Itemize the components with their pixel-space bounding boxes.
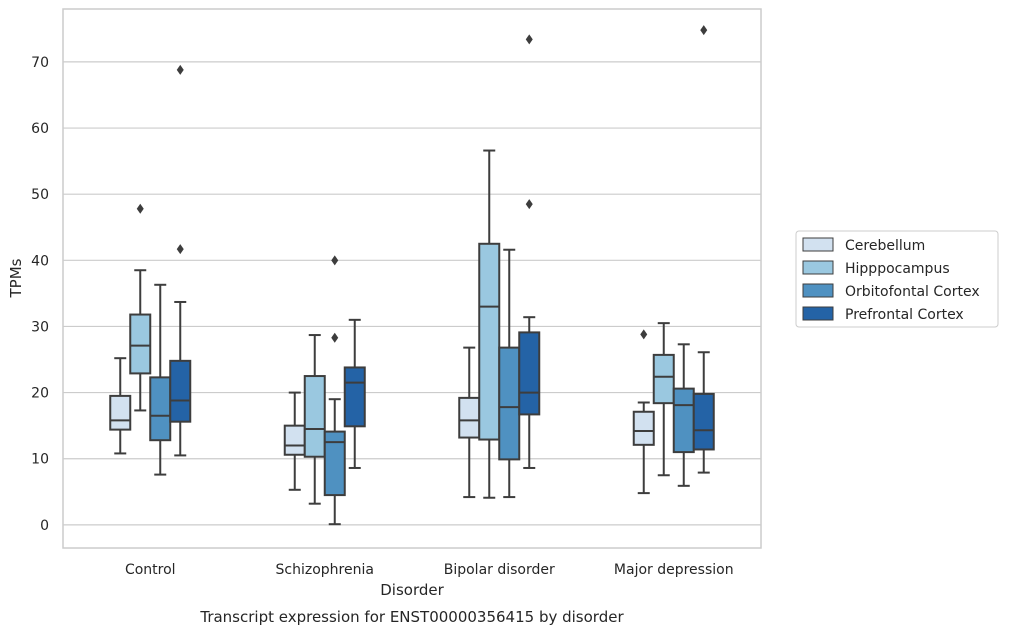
box-iqr	[303, 375, 326, 458]
y-tick-label-10: 10	[31, 452, 49, 468]
box-2-2	[498, 248, 521, 499]
legend-swatch-1	[802, 260, 834, 275]
box-iqr	[692, 392, 715, 451]
box-iqr	[169, 359, 192, 423]
x-tick-label-2: Bipolar disorder	[444, 562, 555, 578]
y-tick-label-40: 40	[31, 253, 49, 269]
box-plot-series	[109, 25, 715, 526]
legend-swatch-0	[802, 237, 834, 252]
outlier-point	[331, 332, 339, 343]
y-tick-label-70: 70	[31, 55, 49, 71]
y-tick-label-20: 20	[31, 386, 49, 402]
legend-label-3: Prefrontal Cortex	[845, 307, 964, 323]
box-2-1	[478, 149, 501, 499]
box-2-3	[518, 34, 541, 469]
box-3-1	[652, 322, 675, 477]
box-iqr	[283, 424, 306, 456]
box-iqr	[458, 396, 481, 439]
outlier-point	[700, 25, 708, 36]
y-tick-label-50: 50	[31, 187, 49, 203]
outlier-point	[136, 203, 144, 214]
plot-frame	[62, 8, 762, 549]
box-3-0	[632, 329, 655, 495]
box-1-3	[343, 318, 366, 469]
legend-items: Cerebellum Hipppocampus Orbitofontal Corte…	[802, 237, 980, 323]
box-0-3	[169, 64, 192, 457]
box-0-1	[129, 203, 152, 412]
outlier-point	[176, 64, 184, 75]
y-tick-label-30: 30	[31, 319, 49, 335]
outlier-point	[176, 244, 184, 255]
grid-lines	[63, 61, 761, 526]
x-axis-tick-labels: Control Schizophrenia Bipolar disorder Majo…	[125, 562, 734, 578]
box-1-2	[323, 255, 346, 526]
box-iqr	[149, 376, 172, 442]
legend: Cerebellum Hipppocampus Orbitofontal Corte…	[795, 230, 999, 328]
legend-label-2: Orbitofontal Cortex	[845, 284, 980, 300]
box-iqr	[323, 430, 346, 497]
y-axis-title: TPMs	[7, 258, 25, 298]
box-iqr	[632, 410, 655, 446]
y-tick-label-60: 60	[31, 121, 49, 137]
outlier-point	[525, 199, 533, 210]
box-iqr	[518, 331, 541, 416]
x-tick-label-3: Major depression	[614, 562, 734, 578]
chart-caption: Transcript expression for ENST0000035641…	[199, 608, 624, 626]
y-axis-tick-labels: 0 10 20 30 40 50 60 70	[31, 55, 49, 534]
box-iqr	[478, 242, 501, 441]
legend-label-1: Hipppocampus	[845, 261, 950, 277]
box-1-0	[283, 391, 306, 491]
legend-swatch-2	[802, 283, 834, 298]
legend-label-0: Cerebellum	[845, 238, 925, 254]
outlier-point	[331, 255, 339, 266]
x-tick-label-1: Schizophrenia	[276, 562, 374, 578]
x-axis-title: Disorder	[380, 581, 444, 599]
x-tick-label-0: Control	[125, 562, 176, 578]
box-iqr	[109, 394, 132, 431]
box-3-3	[692, 25, 715, 474]
y-tick-label-0: 0	[40, 518, 49, 534]
box-iqr	[129, 313, 152, 375]
box-1-1	[303, 334, 326, 505]
outlier-point	[525, 34, 533, 45]
box-3-2	[672, 343, 695, 487]
box-0-2	[149, 283, 172, 476]
box-2-0	[458, 346, 481, 499]
legend-swatch-3	[802, 306, 834, 321]
box-iqr	[498, 346, 521, 461]
box-0-0	[109, 357, 132, 455]
box-iqr	[343, 366, 366, 428]
box-iqr	[672, 387, 695, 454]
box-iqr	[652, 353, 675, 405]
legend-frame	[795, 230, 999, 328]
outlier-point	[640, 329, 648, 340]
